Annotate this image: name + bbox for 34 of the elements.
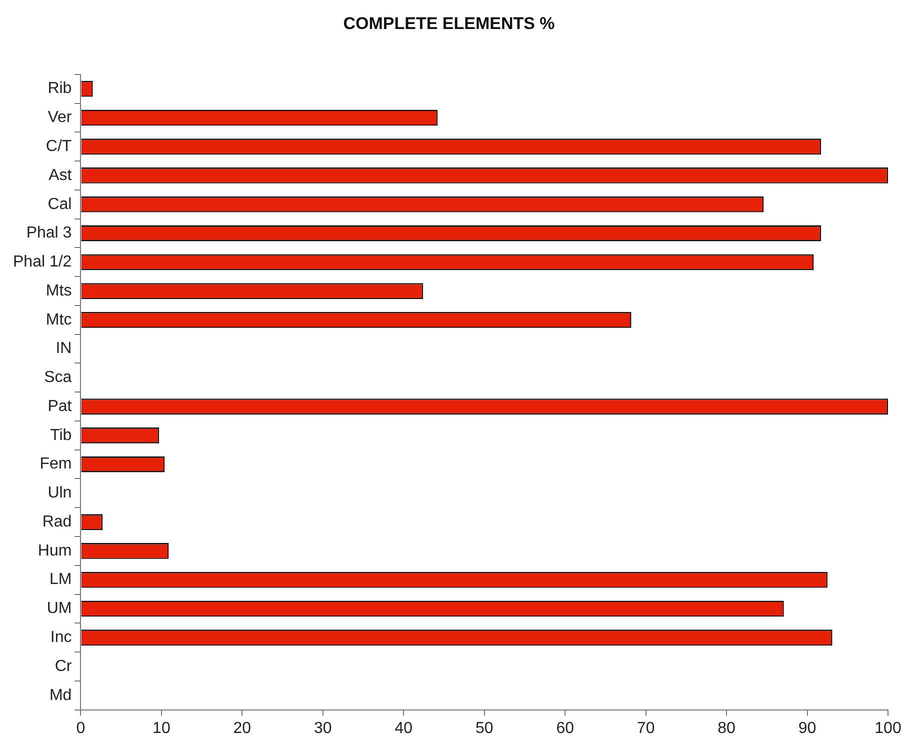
x-tick-label: 70 [636,720,655,737]
x-tick-label: 0 [76,720,86,737]
y-tick-label: Hum [38,542,72,560]
y-tick-label: Mts [46,282,72,300]
x-tick-label: 90 [798,720,816,737]
y-tick-label: UM [46,600,72,618]
y-tick-label: Rib [48,80,72,98]
x-tick-label: 50 [475,720,494,737]
y-tick-label: IN [56,340,72,358]
y-tick-label: Sca [44,369,72,386]
x-tick-label: 80 [718,720,736,737]
y-tick-label: LM [49,571,72,588]
y-tick-label: Cal [48,196,72,213]
y-tick-label: Ver [48,109,72,126]
y-tick-label: Mtc [46,311,72,328]
x-tick-label: 60 [556,720,574,737]
x-tick-label: 30 [314,720,332,737]
y-tick-label: Phal 1/2 [12,254,72,271]
y-tick-label: Ast [48,166,72,184]
y-tick-label: Phal 3 [26,224,72,242]
y-tick-label: Cr [54,658,72,675]
chart-title: COMPLETE ELEMENTS % [343,14,555,33]
y-tick-label: Md [49,686,72,704]
x-tick-label: 100 [874,720,902,737]
y-tick-label: Tib [50,426,72,444]
x-tick-label: 40 [394,720,413,737]
y-tick-label: Rad [42,513,72,530]
y-tick-label: Pat [48,398,72,415]
x-tick-label: 10 [152,720,170,737]
y-tick-label: Uln [48,484,72,502]
y-tick-label: Fem [40,456,72,473]
x-tick-label: 20 [233,720,252,737]
y-tick-label: C/T [46,138,72,156]
y-tick-label: Inc [50,629,72,646]
